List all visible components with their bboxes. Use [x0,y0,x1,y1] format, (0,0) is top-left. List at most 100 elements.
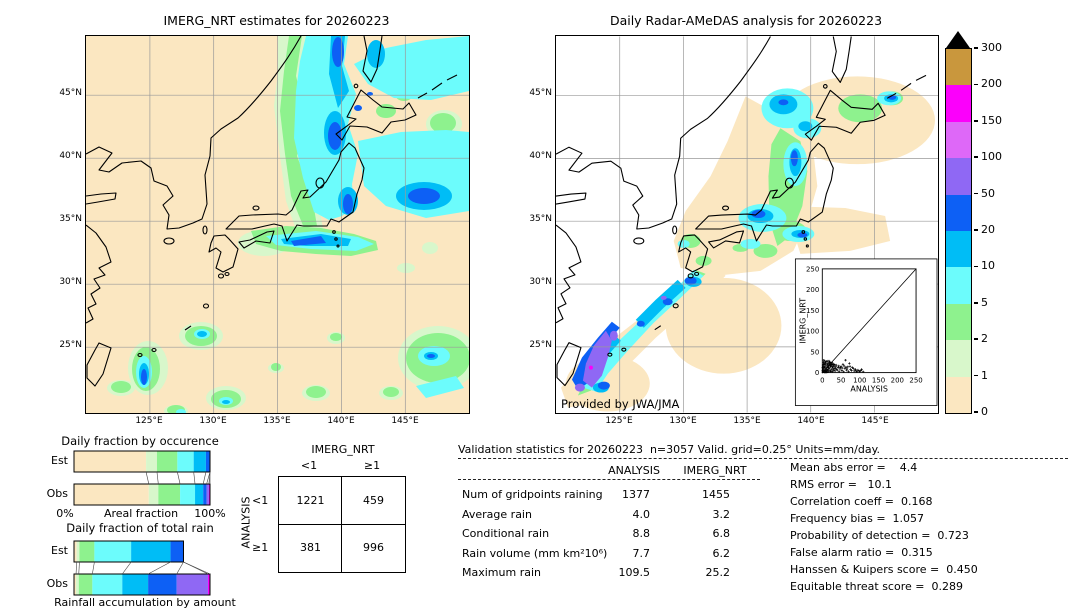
totalrain-est-label: Est [51,544,68,557]
right-lon-145: 145°E [861,416,889,426]
stats-imerg-1: 3.2 [712,508,731,521]
stats-row-label-1: Average rain [462,508,532,521]
stats-analysis-4: 109.5 [618,566,651,579]
svg-text:100: 100 [806,328,819,336]
occurrence-x-max: 100% [194,507,226,520]
svg-text:250: 250 [806,265,819,273]
stats-row-label-2: Conditional rain [462,527,550,540]
left-lat-40: 40°N [59,151,82,161]
svg-text:50: 50 [810,348,819,356]
left-lon-145: 145°E [391,416,419,426]
stats-row-label-4: Maximum rain [462,566,541,579]
svg-text:150: 150 [872,377,885,385]
stats-analysis-2: 8.8 [632,527,651,540]
radar-rain-magenta [588,365,593,370]
occurrence-x-min: 0% [56,507,74,520]
stats-row-label-0: Num of gridpoints raining [462,488,603,501]
score-correlation: Correlation coeff = 0.168 [790,495,933,508]
left-lat-35: 35°N [59,214,82,224]
right-lon-135: 135°E [733,416,761,426]
score-far: False alarm ratio = 0.315 [790,546,933,559]
occurrence-xlabel: Areal fraction [103,507,179,520]
stats-col-analysis: ANALYSIS [608,464,660,477]
imerg-map [85,35,470,414]
right-lat-25: 25°N [529,340,552,350]
inset-diagonal-line [822,268,917,373]
contingency-col-label-lt1: <1 [300,459,318,472]
stats-analysis-3: 7.7 [632,547,651,560]
score-hk: Hanssen & Kuipers score = 0.450 [790,563,978,576]
left-map-title: IMERG_NRT estimates for 20260223 [163,13,390,28]
right-lon-130: 130°E [669,416,697,426]
svg-text:0: 0 [820,377,824,385]
left-lon-130: 130°E [199,416,227,426]
score-pod: Probability of detection = 0.723 [790,529,969,542]
svg-text:0: 0 [815,369,819,377]
stats-row-label-3: Rain volume (mm km²10⁶) [462,547,608,560]
stats-header-rule [458,479,760,480]
occurrence-est-label: Est [51,454,68,467]
svg-text:250: 250 [909,377,922,385]
svg-text:50: 50 [837,377,846,385]
left-lat-30: 30°N [59,277,82,287]
totalrain-chart-title: Daily fraction of total rain [66,521,214,535]
right-lat-40: 40°N [529,151,552,161]
imerg-rain-blue [141,37,440,385]
credit-text: Provided by JWA/JMA [561,397,680,411]
radar-rain-purple [574,295,667,392]
totalrain-bars [73,540,211,596]
stats-col-imerg: IMERG_NRT [683,464,747,477]
stats-title: Validation statistics for 20260223 n=305… [458,443,881,456]
contingency-row-label-ge1: ≥1 [252,541,269,554]
right-lat-45: 45°N [529,88,552,98]
score-rms-error: RMS error = 10.1 [790,478,892,491]
contingency-hit-miss-00: 1221 [296,494,325,507]
contingency-col-label-ge1: ≥1 [363,459,381,472]
colorbar-tick-labels: 300 200 150 100 50 20 10 5 2 1 0 [974,42,1014,418]
left-lat-45: 45°N [59,88,82,98]
contingency-value-10: 381 [300,541,321,554]
colorbar-overflow-triangle [946,31,970,48]
contingency-row-group: ANALYSIS [239,496,253,549]
stats-imerg-4: 25.2 [705,566,731,579]
totalrain-obs-label: Obs [46,577,68,590]
right-lat-35: 35°N [529,214,552,224]
contingency-row-label-lt1: <1 [252,494,269,507]
occurrence-chart-title: Daily fraction by occurence [61,434,219,448]
right-map-title: Daily Radar-AMeDAS analysis for 20260223 [609,13,883,28]
stats-analysis-1: 4.0 [632,508,651,521]
stats-imerg-2: 6.8 [712,527,731,540]
occurrence-obs-label: Obs [46,487,68,500]
contingency-table: 1221 459 381 996 [278,476,406,573]
stats-title-rule [458,458,1068,459]
score-frequency-bias: Frequency bias = 1.057 [790,512,925,525]
svg-text:200: 200 [806,286,819,294]
inset-ylabel: IMERG_NRT [798,298,807,344]
inset-tick-labels: 0 50 100 150 200 250 0 50 100 150 200 250 [806,265,923,384]
score-mean-abs-error: Mean abs error = 4.4 [790,461,918,474]
svg-text:150: 150 [806,307,819,315]
svg-text:200: 200 [891,377,904,385]
left-lon-125: 125°E [135,416,163,426]
colorbar [945,48,972,414]
contingency-value-01: 459 [363,494,384,507]
right-lat-30: 30°N [529,277,552,287]
occurrence-bars [73,450,211,506]
inset-xlabel: ANALYSIS [850,385,888,394]
totalrain-caption: Rainfall accumulation by amount [54,596,236,609]
left-lat-25: 25°N [59,340,82,350]
right-lon-125: 125°E [605,416,633,426]
inset-scatter-points [821,358,865,374]
stats-analysis-0: 1377 [622,488,650,501]
left-lon-140: 140°E [327,416,355,426]
left-lon-135: 135°E [263,416,291,426]
right-lon-140: 140°E [797,416,825,426]
radar-map: 0 50 100 150 200 250 0 50 100 150 200 250 ANALYSIS … [555,35,939,414]
imerg-map-canvas [86,36,469,413]
stats-imerg-3: 6.2 [712,547,731,560]
contingency-col-group: IMERG_NRT [311,443,375,456]
contingency-hline [279,524,405,526]
